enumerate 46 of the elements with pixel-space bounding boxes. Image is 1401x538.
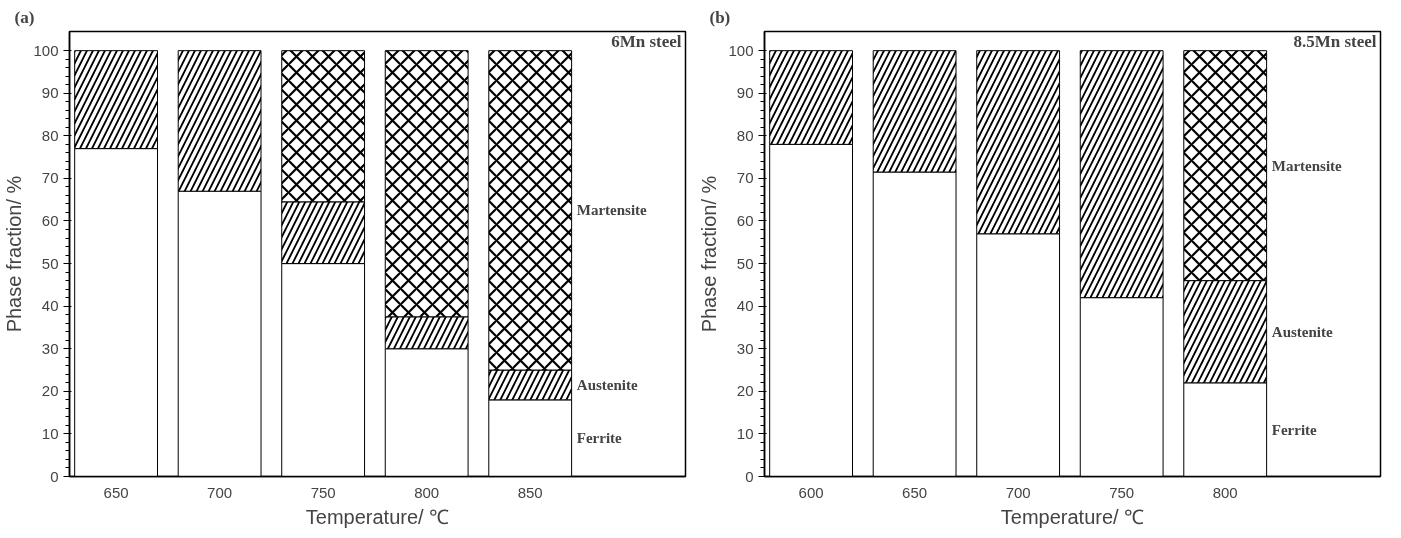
series-label: Ferrite	[576, 430, 623, 447]
y-axis-title: Phase fraction/ %	[3, 175, 26, 333]
x-tick-label: 600	[798, 483, 824, 501]
y-tick-label: 100	[33, 41, 59, 59]
y-tick-label: 70	[41, 169, 59, 187]
y-tick-label: 40	[41, 297, 59, 315]
y-tick-label: 100	[728, 41, 754, 59]
y-tick-label: 10	[41, 424, 59, 442]
y-tick-label: 30	[41, 339, 59, 357]
x-tick-label: 700	[1005, 483, 1031, 501]
series-label: Austenite	[576, 376, 638, 393]
y-axis-title: Phase fraction/ %	[698, 175, 721, 333]
series-label: Ferrite	[1271, 421, 1318, 438]
y-tick-label: 0	[50, 467, 59, 485]
y-tick-label: 90	[41, 84, 59, 102]
x-tick-label: 750	[1109, 483, 1135, 501]
y-tick-label: 60	[41, 212, 59, 229]
x-tick-label: 650	[902, 483, 928, 501]
text: 8.5Mn steel	[1293, 31, 1377, 51]
chart-title: (a)	[14, 7, 35, 27]
y-tick-label: 70	[736, 169, 754, 187]
x-tick-label: 700	[207, 483, 233, 501]
y-tick-label: 10	[736, 424, 754, 442]
x-tick-label: 800	[414, 483, 440, 501]
series-label: Austenite	[1271, 323, 1333, 340]
x-tick-label: 850	[517, 483, 543, 501]
series-label: Martensite	[1271, 157, 1343, 174]
y-tick-label: 20	[41, 382, 59, 400]
y-tick-label: 50	[41, 254, 59, 272]
y-tick-label: 90	[736, 84, 754, 102]
y-tick-label: 80	[41, 126, 59, 144]
y-tick-label: 0	[745, 467, 754, 485]
x-tick-label: 800	[1212, 483, 1238, 501]
text: 6Mn steel	[611, 31, 682, 51]
x-axis-title: Temperature/ ℃	[305, 505, 450, 528]
y-tick-label: 50	[736, 254, 754, 272]
chart-title: (b)	[709, 7, 731, 27]
series-label: Martensite	[576, 202, 648, 219]
x-tick-label: 750	[310, 483, 336, 501]
y-tick-label: 60	[736, 212, 754, 229]
y-tick-label: 40	[736, 297, 754, 315]
y-tick-label: 30	[736, 339, 754, 357]
x-tick-label: 650	[103, 483, 129, 501]
y-tick-label: 20	[736, 382, 754, 400]
y-tick-label: 80	[736, 126, 754, 144]
x-axis-title: Temperature/ ℃	[1000, 505, 1145, 528]
